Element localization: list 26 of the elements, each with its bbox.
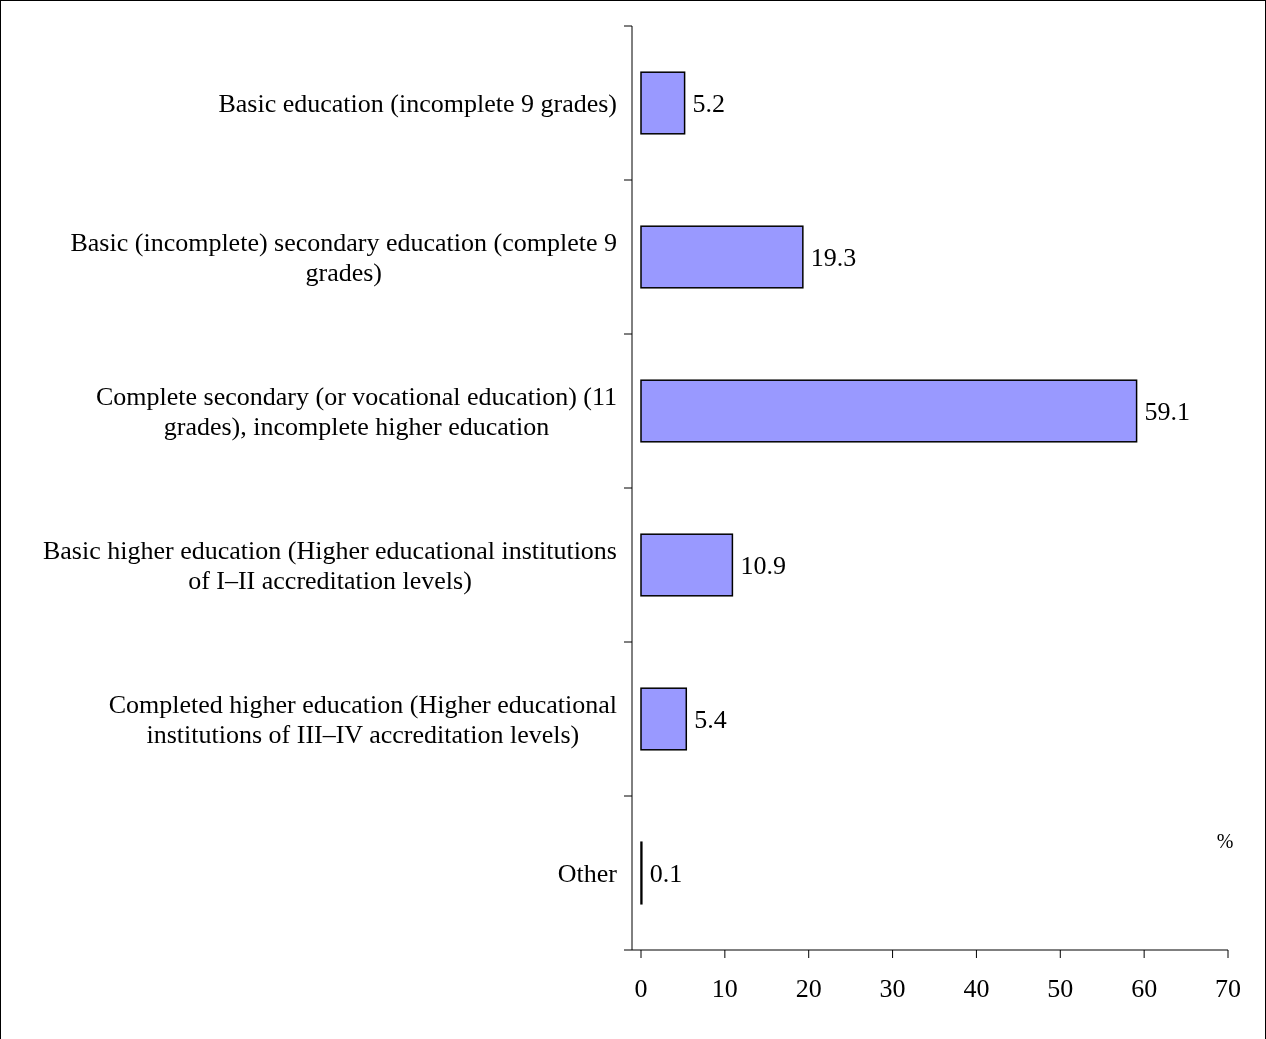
bar xyxy=(640,687,688,751)
x-tick-label: 10 xyxy=(711,974,738,1003)
bar xyxy=(640,71,686,135)
x-tick-label: 50 xyxy=(1047,974,1074,1003)
y-tick-label: Completed higher education (Higher educational institutions of III–IV accreditation levels) xyxy=(108,690,618,750)
x-tick-label: 30 xyxy=(879,974,906,1003)
bar xyxy=(640,533,734,597)
x-tick-label: 20 xyxy=(795,974,822,1003)
data-label: 59.1 xyxy=(1144,397,1191,427)
y-tick-label: Complete secondary (or vocational education) (11 grades), incomplete higher education xyxy=(95,382,617,442)
x-axis-title: % xyxy=(1216,830,1234,852)
x-tick-label: 40 xyxy=(963,974,990,1003)
data-label: 5.4 xyxy=(694,705,727,735)
y-tick-label: Basic (incomplete) secondary education (complete 9 grades) xyxy=(70,228,617,288)
y-tick-label: Basic education (incomplete 9 grades) xyxy=(218,89,618,119)
bar xyxy=(640,379,1138,443)
x-tick-label: 60 xyxy=(1131,974,1158,1003)
data-label: 19.3 xyxy=(810,243,857,273)
data-label: 0.1 xyxy=(649,859,683,889)
y-tick-label: Other xyxy=(557,859,618,889)
x-tick-label: 70 xyxy=(1215,974,1241,1003)
data-label: 10.9 xyxy=(740,551,786,581)
x-tick-label: 0 xyxy=(634,974,648,1003)
data-label: 5.2 xyxy=(692,89,726,119)
bar xyxy=(640,225,804,289)
y-tick-label: Basic higher education (Higher educational institutions of I–II accreditation levels) xyxy=(42,536,618,596)
